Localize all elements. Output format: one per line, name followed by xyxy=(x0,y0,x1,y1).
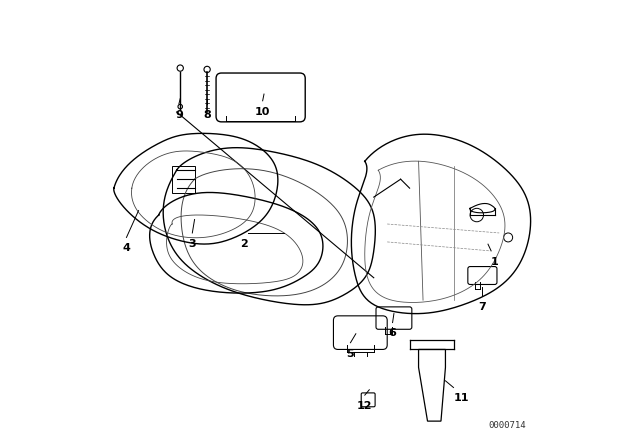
Text: 1: 1 xyxy=(491,257,499,267)
Text: 0000714: 0000714 xyxy=(488,421,526,430)
Text: 8: 8 xyxy=(204,110,211,120)
Text: 3: 3 xyxy=(189,239,196,249)
Bar xyxy=(172,166,195,193)
Text: 4: 4 xyxy=(122,243,131,253)
Text: 2: 2 xyxy=(241,239,248,249)
Text: 6: 6 xyxy=(388,328,397,338)
Text: 11: 11 xyxy=(454,393,469,403)
Text: 10: 10 xyxy=(255,107,270,116)
Text: 9: 9 xyxy=(175,110,183,120)
Text: 7: 7 xyxy=(478,302,486,311)
Text: 12: 12 xyxy=(357,401,372,411)
Text: 5: 5 xyxy=(347,349,355,358)
